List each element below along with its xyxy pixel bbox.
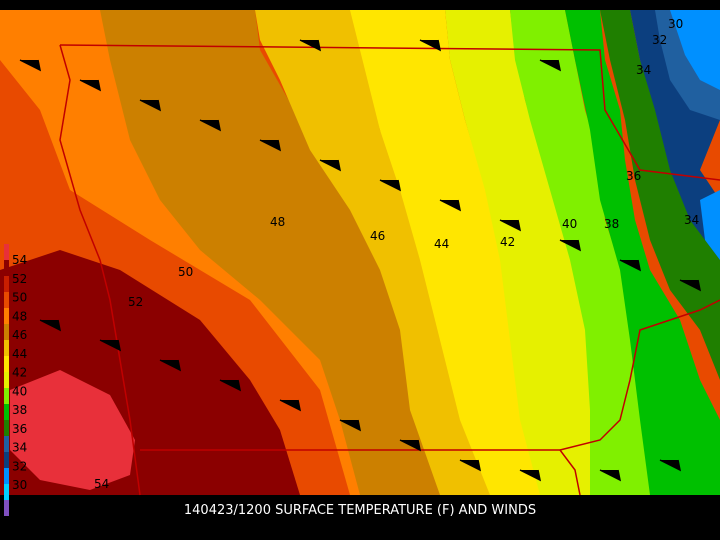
legend-label: 48 [12, 309, 27, 323]
legend-label: 50 [12, 291, 27, 305]
contour-label: 40 [562, 217, 577, 231]
legend-swatch [4, 404, 9, 421]
legend-swatch [4, 244, 9, 261]
contour-label: 30 [668, 17, 683, 31]
legend-label: 34 [12, 441, 27, 455]
legend-swatch [4, 340, 9, 357]
legend-swatch [4, 324, 9, 341]
contour-label: 32 [652, 33, 667, 47]
contour-label: 52 [128, 295, 143, 309]
temperature-fill [0, 10, 720, 495]
legend-swatch [4, 420, 9, 437]
contour-label: 42 [500, 235, 515, 249]
legend-label: 38 [12, 403, 27, 417]
legend-swatch [4, 276, 9, 293]
county-state-borders [59, 44, 720, 496]
contour-label: 36 [626, 169, 641, 183]
legend-swatch [4, 388, 9, 405]
legend-swatch [4, 292, 9, 309]
legend-swatch [4, 372, 9, 389]
wind-barbs [19, 39, 702, 482]
contour-label: 34 [684, 213, 699, 227]
legend-swatch [4, 260, 9, 277]
legend-label: 40 [12, 384, 27, 398]
legend-swatch [4, 500, 9, 516]
legend-label: 36 [12, 422, 27, 436]
legend-label: 32 [12, 459, 27, 473]
contour-label: 54 [94, 477, 109, 491]
legend-label: 42 [12, 366, 27, 380]
contour-label: 46 [370, 229, 385, 243]
contour-label: 50 [178, 265, 193, 279]
legend-label: 46 [12, 328, 27, 342]
legend-label: 52 [12, 272, 27, 286]
legend-label: 30 [12, 478, 27, 492]
color-legend: 54 52 50 48 46 44 42 40 38 36 34 32 30 28 [4, 244, 27, 516]
legend-swatch [4, 356, 9, 373]
contour-label: 34 [636, 63, 651, 77]
contour-label: 44 [434, 237, 449, 251]
contour-label: 38 [604, 217, 619, 231]
legend-swatch [4, 468, 9, 485]
legend-swatch [4, 484, 9, 501]
contour-label: 48 [270, 215, 285, 229]
legend-label: 44 [12, 347, 27, 361]
legend-swatch [4, 308, 9, 325]
map-caption: 140423/1200 SURFACE TEMPERATURE (F) AND … [183, 503, 537, 518]
contour-labels: 30 32 34 36 38 40 42 44 46 48 50 52 54 3… [94, 17, 699, 491]
legend-swatch [4, 452, 9, 469]
legend-label: 54 [12, 253, 27, 267]
legend-label: 28 [12, 497, 27, 511]
legend-swatch [4, 436, 9, 453]
